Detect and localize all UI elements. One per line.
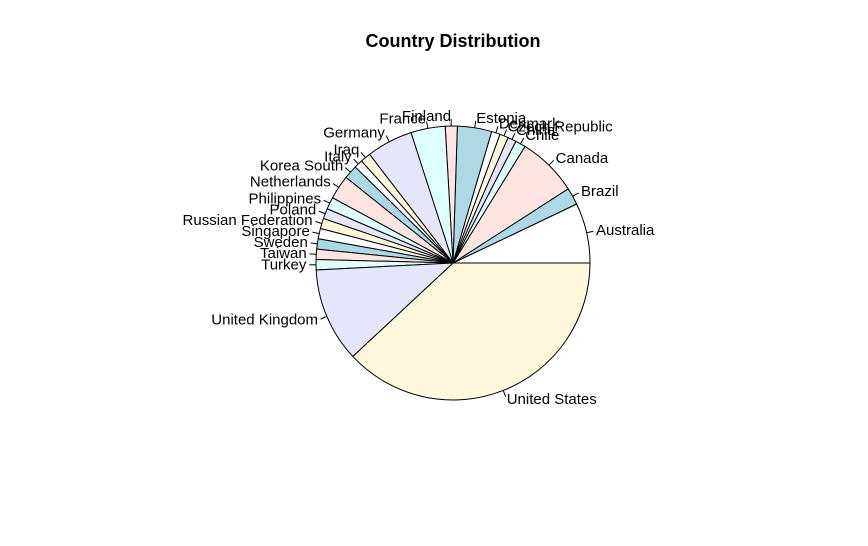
tick-united-kingdom: [320, 315, 328, 320]
tick-philippines: [323, 199, 330, 204]
label-germany: Germany: [323, 125, 385, 142]
tick-czech-republic: [503, 129, 508, 137]
label-philippines: Philippines: [249, 191, 322, 208]
tick-australia: [586, 230, 594, 234]
label-australia: Australia: [596, 222, 655, 239]
tick-russian-federation: [315, 221, 322, 224]
label-denmark: Denmark: [499, 115, 560, 132]
label-france: France: [379, 110, 426, 127]
tick-united-states: [502, 390, 507, 398]
tick-estonia: [474, 120, 477, 128]
label-korea-south: Korea South: [260, 157, 343, 174]
label-czech-republic: Czech Republic: [508, 118, 614, 135]
label-singapore: Singapore: [241, 223, 309, 240]
label-russian-federation: Russian Federation: [183, 212, 313, 229]
tick-canada: [548, 159, 555, 166]
tick-iraq: [360, 152, 366, 158]
tick-singapore: [312, 231, 320, 235]
label-iraq: Iraq: [333, 142, 359, 159]
tick-netherlands: [332, 183, 340, 188]
label-estonia: Estonia: [476, 110, 527, 127]
label-poland: Poland: [270, 202, 317, 219]
label-united-kingdom: United Kingdom: [211, 312, 318, 329]
label-ticks: [309, 119, 594, 398]
tick-italy: [353, 158, 359, 165]
tick-denmark: [495, 126, 499, 134]
chart-title: Country Distribution: [366, 31, 541, 51]
tick-germany: [385, 135, 390, 142]
label-china: China: [516, 122, 556, 139]
tick-poland: [318, 210, 326, 215]
tick-sweden: [310, 242, 318, 245]
pie-slices: [315, 125, 591, 401]
label-brazil: Brazil: [581, 183, 619, 200]
tick-china: [511, 132, 516, 140]
label-sweden: Sweden: [254, 234, 308, 251]
label-finland: Finland: [402, 108, 451, 125]
tick-korea-south: [344, 167, 351, 173]
label-united-states: United States: [507, 391, 597, 408]
label-taiwan: Taiwan: [260, 245, 307, 262]
label-canada: Canada: [556, 150, 609, 167]
label-italy: Italy: [324, 149, 352, 166]
label-turkey: Turkey: [261, 256, 307, 273]
label-netherlands: Netherlands: [250, 174, 331, 191]
tick-france: [426, 121, 429, 129]
label-chile: Chile: [525, 127, 559, 144]
slice-labels: United States Australia Brazil Canada ChileC…: [183, 108, 655, 408]
tick-brazil: [572, 192, 579, 197]
tick-chile: [520, 137, 525, 145]
